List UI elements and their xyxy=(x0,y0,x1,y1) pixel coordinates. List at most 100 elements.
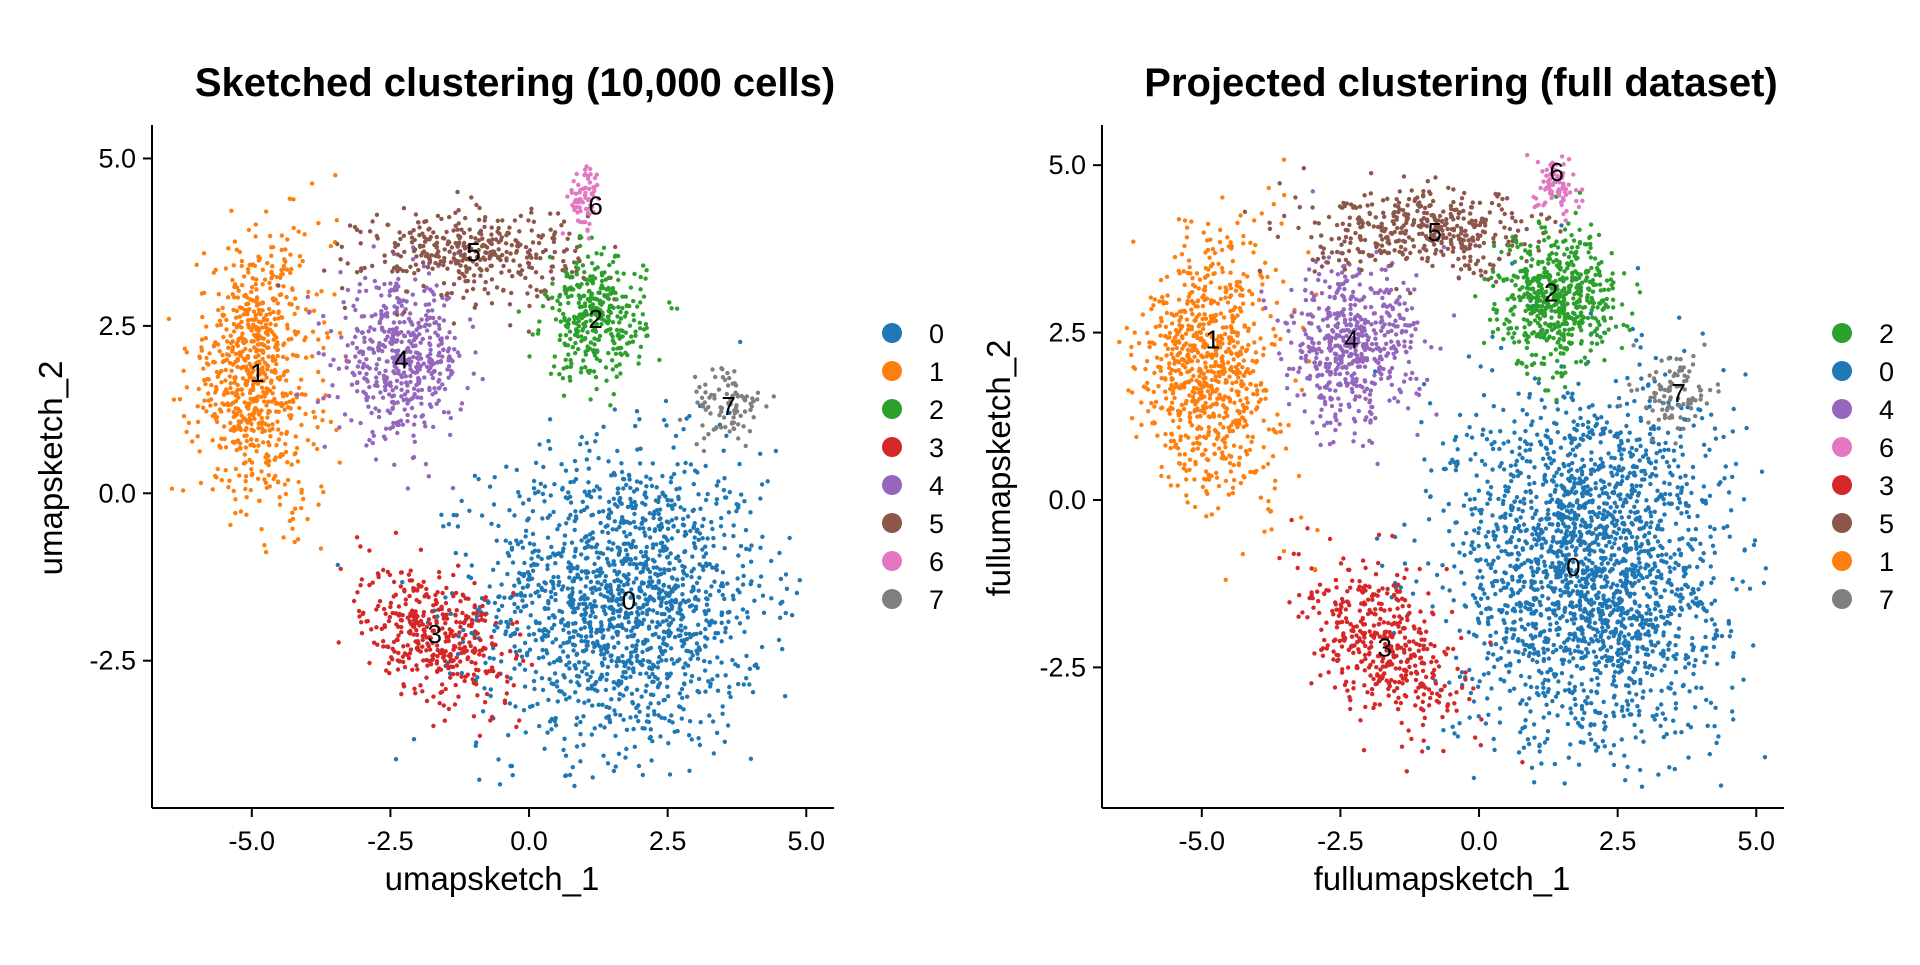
point xyxy=(374,625,378,629)
point xyxy=(683,626,687,630)
point xyxy=(630,644,634,648)
point xyxy=(1701,331,1705,335)
point xyxy=(635,409,639,413)
point xyxy=(243,460,247,464)
point xyxy=(604,574,608,578)
point xyxy=(1604,714,1608,718)
point xyxy=(617,584,621,588)
point xyxy=(185,385,189,389)
point xyxy=(730,421,734,425)
point xyxy=(575,261,579,265)
point xyxy=(250,285,254,289)
point xyxy=(434,598,438,602)
point xyxy=(681,665,685,669)
point xyxy=(413,440,417,444)
point xyxy=(706,492,710,496)
point xyxy=(566,490,570,494)
point xyxy=(320,418,324,422)
point xyxy=(444,687,448,691)
point xyxy=(741,582,745,586)
point xyxy=(409,647,413,651)
point xyxy=(368,346,372,350)
point xyxy=(368,338,372,342)
point xyxy=(275,343,279,347)
point xyxy=(537,724,541,728)
point xyxy=(437,316,441,320)
point xyxy=(609,332,613,336)
point xyxy=(575,272,579,276)
point xyxy=(227,408,231,412)
point xyxy=(209,383,213,387)
point xyxy=(511,258,515,262)
point xyxy=(613,245,617,249)
point xyxy=(679,608,683,612)
point xyxy=(625,557,629,561)
point xyxy=(454,551,458,555)
point xyxy=(711,536,715,540)
point xyxy=(285,357,289,361)
point xyxy=(1729,508,1733,512)
point xyxy=(578,209,582,213)
point xyxy=(525,651,529,655)
point xyxy=(1498,706,1502,710)
point xyxy=(648,477,652,481)
point xyxy=(234,316,238,320)
point xyxy=(648,535,652,539)
point xyxy=(1668,570,1672,574)
point xyxy=(537,656,541,660)
point xyxy=(568,773,572,777)
point xyxy=(478,274,482,278)
point xyxy=(635,566,639,570)
point xyxy=(642,294,646,298)
point xyxy=(641,773,645,777)
point xyxy=(236,396,240,400)
point xyxy=(586,480,590,484)
point xyxy=(381,568,385,572)
point xyxy=(1673,730,1677,734)
point xyxy=(669,646,673,650)
point xyxy=(343,412,347,416)
point xyxy=(338,257,342,261)
point xyxy=(528,541,532,545)
point xyxy=(598,495,602,499)
point xyxy=(1642,586,1646,590)
point xyxy=(392,304,396,308)
point xyxy=(609,697,613,701)
point xyxy=(1527,696,1531,700)
point xyxy=(355,346,359,350)
point xyxy=(571,648,575,652)
point xyxy=(288,253,292,257)
point xyxy=(695,442,699,446)
point xyxy=(402,206,406,210)
point xyxy=(389,601,393,605)
point xyxy=(607,714,611,718)
point xyxy=(288,197,292,201)
point xyxy=(1699,686,1703,690)
point xyxy=(434,390,438,394)
point xyxy=(587,493,591,497)
point xyxy=(414,663,418,667)
point xyxy=(1522,746,1526,750)
point xyxy=(787,536,791,540)
point xyxy=(401,269,405,273)
point xyxy=(408,319,412,323)
point xyxy=(416,321,420,325)
point xyxy=(516,490,520,494)
point xyxy=(421,337,425,341)
point xyxy=(283,260,287,264)
point xyxy=(522,708,526,712)
point xyxy=(246,407,250,411)
point xyxy=(531,240,535,244)
point xyxy=(355,381,359,385)
point xyxy=(592,369,596,373)
point xyxy=(728,429,732,433)
point xyxy=(632,580,636,584)
point xyxy=(720,621,724,625)
point xyxy=(592,645,596,649)
point xyxy=(511,773,515,777)
point xyxy=(1574,584,1578,588)
point xyxy=(441,347,445,351)
point xyxy=(615,375,619,379)
point xyxy=(285,326,289,330)
point xyxy=(384,612,388,616)
